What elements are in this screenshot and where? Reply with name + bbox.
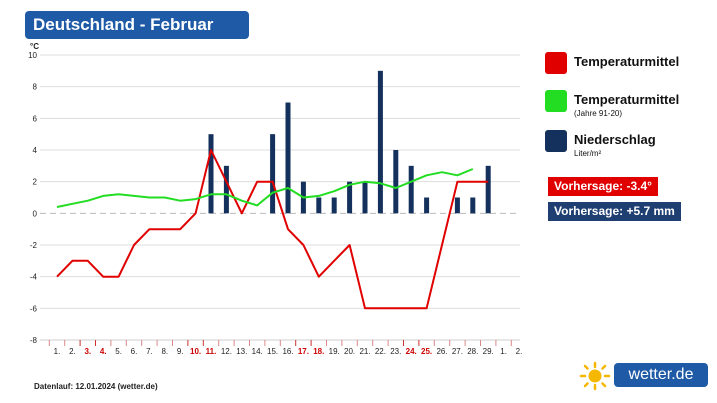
y-tick-label: -8: [30, 336, 38, 345]
data-run-footer: Datenlauf: 12.01.2024 (wetter.de): [34, 382, 158, 391]
x-tick-label: 12.: [221, 347, 232, 356]
forecast-precip-badge: Vorhersage: +5.7 mm: [548, 202, 681, 221]
temperature-line: [56, 168, 474, 208]
x-axis-ticks: 1. 2. 3. 4. 5. 6. 7. 8. 9. 10. 11. 12. 13. 14. 15. 16. 1…: [48, 340, 523, 356]
sun-icon: [579, 361, 611, 391]
x-tick-label: 17.: [298, 347, 309, 356]
y-tick-label: 2: [33, 178, 38, 187]
precip-bar: [347, 181, 353, 214]
x-tick-label: 27.: [452, 347, 463, 356]
x-tick-label: 7.: [146, 347, 153, 356]
x-tick-label: 3.: [84, 347, 91, 356]
y-tick-label: -4: [30, 273, 38, 282]
x-tick-label: 4.: [100, 347, 107, 356]
x-tick-label: 15.: [267, 347, 278, 356]
x-tick-label: 22.: [375, 347, 386, 356]
precip-bar: [331, 197, 337, 214]
precip-bar: [285, 102, 291, 214]
x-tick-label: 1.: [500, 347, 507, 356]
legend-swatch-temp-normal: [545, 90, 567, 112]
x-tick-label: 1.: [54, 347, 61, 356]
x-tick-label: 25.: [421, 347, 432, 356]
brand-name: wetter.de: [614, 363, 708, 387]
x-tick-label: 6.: [131, 347, 138, 356]
x-tick-label: 14.: [252, 347, 263, 356]
precip-bar: [362, 181, 368, 214]
legend-swatch-precip: [545, 130, 567, 152]
x-tick-label: 24.: [406, 347, 417, 356]
grid-lines: [40, 54, 520, 341]
x-tick-label: 5.: [115, 347, 122, 356]
precip-bar: [408, 165, 414, 214]
legend-sub-temp-normal: (Jahre 91-20): [574, 109, 623, 118]
x-tick-label: 9.: [177, 347, 184, 356]
precipitation-bars: [208, 70, 491, 214]
temperature-lines: [56, 149, 489, 310]
legend-label-precip: Niederschlag: [574, 132, 656, 147]
x-tick-label: 2.: [69, 347, 76, 356]
precip-bar: [377, 70, 383, 214]
x-tick-label: 8.: [161, 347, 168, 356]
x-tick-label: 10.: [190, 347, 201, 356]
y-tick-label: 10: [28, 51, 37, 60]
forecast-temp-badge: Vorhersage: -3.4°: [548, 177, 658, 196]
x-tick-label: 29.: [483, 347, 494, 356]
x-tick-label: 26.: [436, 347, 447, 356]
y-tick-label: 6: [33, 114, 38, 123]
x-tick-label: 13.: [236, 347, 247, 356]
precip-bar: [208, 134, 214, 214]
precip-bar: [223, 165, 229, 214]
chart-title: Deutschland - Februar: [25, 11, 249, 39]
precip-bar: [393, 150, 399, 214]
y-axis-ticks: -8 -6 -4 -2 0 2 4 6 8 10: [28, 51, 37, 345]
x-tick-label: 19.: [329, 347, 340, 356]
legend-swatch-temp: [545, 52, 567, 74]
x-tick-label: 28.: [467, 347, 478, 356]
precip-bar: [454, 197, 460, 214]
x-tick-label: 21.: [359, 347, 370, 356]
y-tick-label: -2: [30, 241, 38, 250]
y-tick-label: 0: [33, 209, 38, 218]
legend-sub-precip: Liter/m²: [574, 149, 602, 158]
precip-bar: [485, 165, 491, 214]
precip-bar: [424, 197, 430, 214]
y-unit-label: °C: [30, 42, 39, 51]
y-tick-label: 8: [33, 83, 38, 92]
x-tick-label: 18.: [313, 347, 324, 356]
legend-label-temp-normal: Temperaturmittel: [574, 92, 680, 107]
x-tick-label: 20.: [344, 347, 355, 356]
temperature-line: [56, 149, 489, 310]
x-tick-label: 2.: [516, 347, 523, 356]
legend-label-temp: Temperaturmittel: [574, 54, 680, 69]
y-tick-label: -6: [30, 304, 38, 313]
precip-bar: [470, 197, 476, 214]
precip-bar: [270, 134, 276, 214]
x-tick-label: 23.: [390, 347, 401, 356]
x-tick-label: 11.: [206, 347, 217, 356]
precip-bar: [316, 197, 322, 214]
y-tick-label: 4: [33, 146, 38, 155]
x-tick-label: 16.: [282, 347, 293, 356]
